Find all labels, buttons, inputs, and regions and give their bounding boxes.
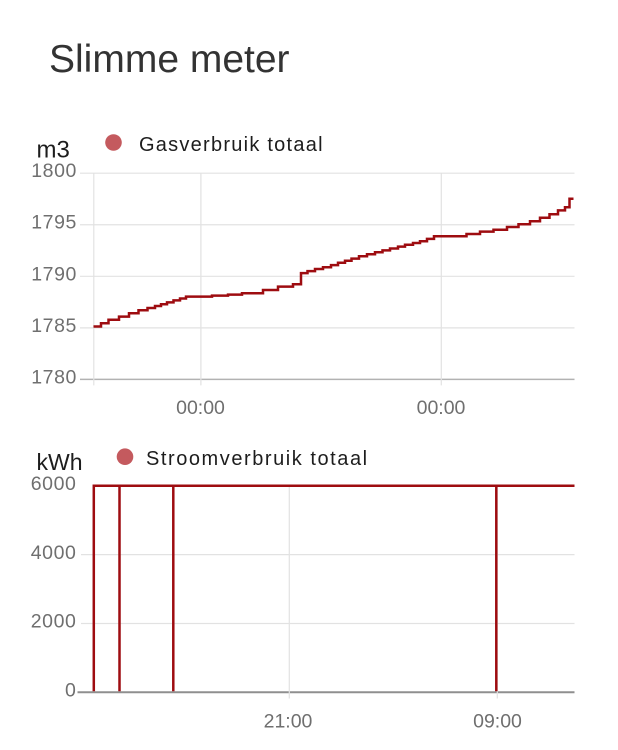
svg-text:Stroomverbruik totaal: Stroomverbruik totaal [146,448,369,470]
svg-text:1795: 1795 [31,212,77,234]
svg-text:00:00: 00:00 [417,397,466,419]
svg-text:1800: 1800 [31,160,77,182]
svg-text:00:00: 00:00 [176,397,225,419]
svg-text:6000: 6000 [31,473,77,495]
svg-text:1790: 1790 [31,263,77,285]
svg-text:0: 0 [65,680,76,702]
svg-text:09:00: 09:00 [473,711,522,733]
svg-text:kWh: kWh [37,449,83,475]
svg-text:2000: 2000 [31,611,77,633]
svg-text:m3: m3 [37,137,70,164]
svg-text:Slimme meter: Slimme meter [49,38,290,81]
svg-text:Gasverbruik totaal: Gasverbruik totaal [139,134,324,156]
svg-text:4000: 4000 [31,542,77,564]
svg-text:1785: 1785 [31,315,77,337]
svg-text:1780: 1780 [31,366,77,388]
svg-text:21:00: 21:00 [264,711,313,733]
